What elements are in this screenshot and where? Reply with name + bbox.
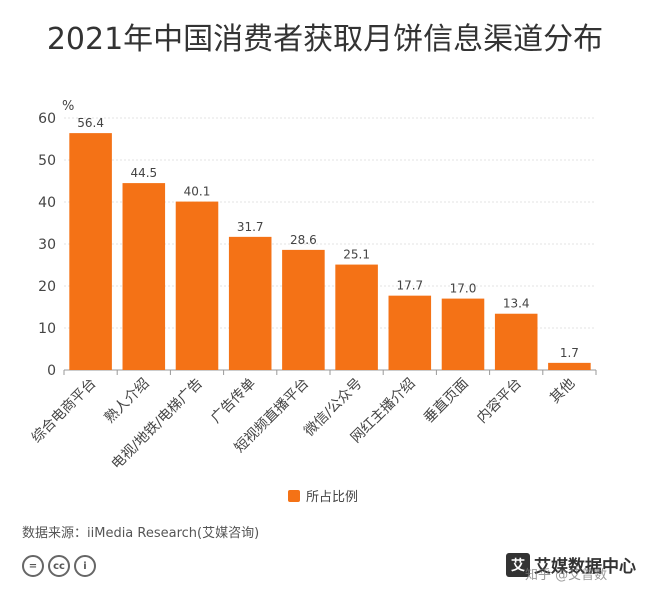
- creative-commons-icon: cc: [48, 555, 70, 577]
- bar: [122, 183, 166, 370]
- bar: [441, 298, 485, 370]
- x-tick-label: 综合电商平台: [29, 376, 100, 447]
- data-label: 13.4: [503, 297, 530, 311]
- bar: [175, 201, 219, 370]
- data-label: 44.5: [130, 166, 157, 180]
- x-tick-label: 熟人介绍: [102, 376, 153, 427]
- y-tick-label: 60: [38, 111, 56, 127]
- data-label: 17.7: [396, 279, 423, 293]
- brand-logo: 艾 艾媒数据中心: [506, 552, 636, 577]
- data-label: 1.7: [560, 346, 579, 360]
- y-tick-label: 10: [38, 321, 56, 337]
- bar: [494, 313, 538, 370]
- x-tick-label: 广告传单: [208, 376, 259, 427]
- y-tick-label: 0: [47, 363, 56, 379]
- x-tick-label: 其他: [547, 376, 578, 407]
- y-tick-label: 20: [38, 279, 56, 295]
- x-tick-label: 电视/地铁/电梯广告: [109, 376, 206, 473]
- brand-mark-icon: 艾: [506, 552, 530, 577]
- bar: [228, 236, 272, 370]
- data-source: 数据来源：iiMedia Research(艾媒咨询): [22, 526, 260, 541]
- data-label: 17.0: [450, 282, 477, 296]
- bar: [388, 295, 432, 370]
- bar: [548, 362, 591, 370]
- license-icons: = cc i: [22, 555, 96, 577]
- brand-name: 艾媒数据中心: [534, 557, 636, 577]
- data-label: 25.1: [343, 248, 370, 262]
- chart-title: 2021年中国消费者获取月饼信息渠道分布: [46, 22, 604, 57]
- no-derivatives-icon: =: [22, 555, 44, 577]
- bar: [69, 133, 112, 370]
- x-tick-label: 内容平台: [473, 375, 525, 427]
- watermark: 知乎 @艾普数: [525, 568, 608, 583]
- attribution-icon: i: [74, 555, 96, 577]
- data-label: 28.6: [290, 233, 317, 247]
- y-tick-label: 40: [38, 195, 56, 211]
- y-tick-label: 30: [38, 237, 56, 253]
- legend-swatch: [288, 489, 300, 502]
- chart-legend: 所占比例: [288, 486, 358, 505]
- bar: [282, 249, 325, 370]
- bar: [335, 264, 378, 370]
- bar-chart: 0 10 20 30 40 50 60%56.4 综合电商平台 44.5 熟人介绍 40.1 电视/地…: [29, 99, 597, 473]
- data-label: 31.7: [237, 220, 264, 234]
- x-tick-label: 垂直页面: [420, 375, 472, 427]
- legend-label: 所占比例: [306, 490, 359, 505]
- data-label: 40.1: [184, 185, 211, 199]
- y-axis-label: %: [62, 99, 74, 114]
- data-label: 56.4: [77, 116, 104, 130]
- y-tick-label: 50: [38, 153, 56, 169]
